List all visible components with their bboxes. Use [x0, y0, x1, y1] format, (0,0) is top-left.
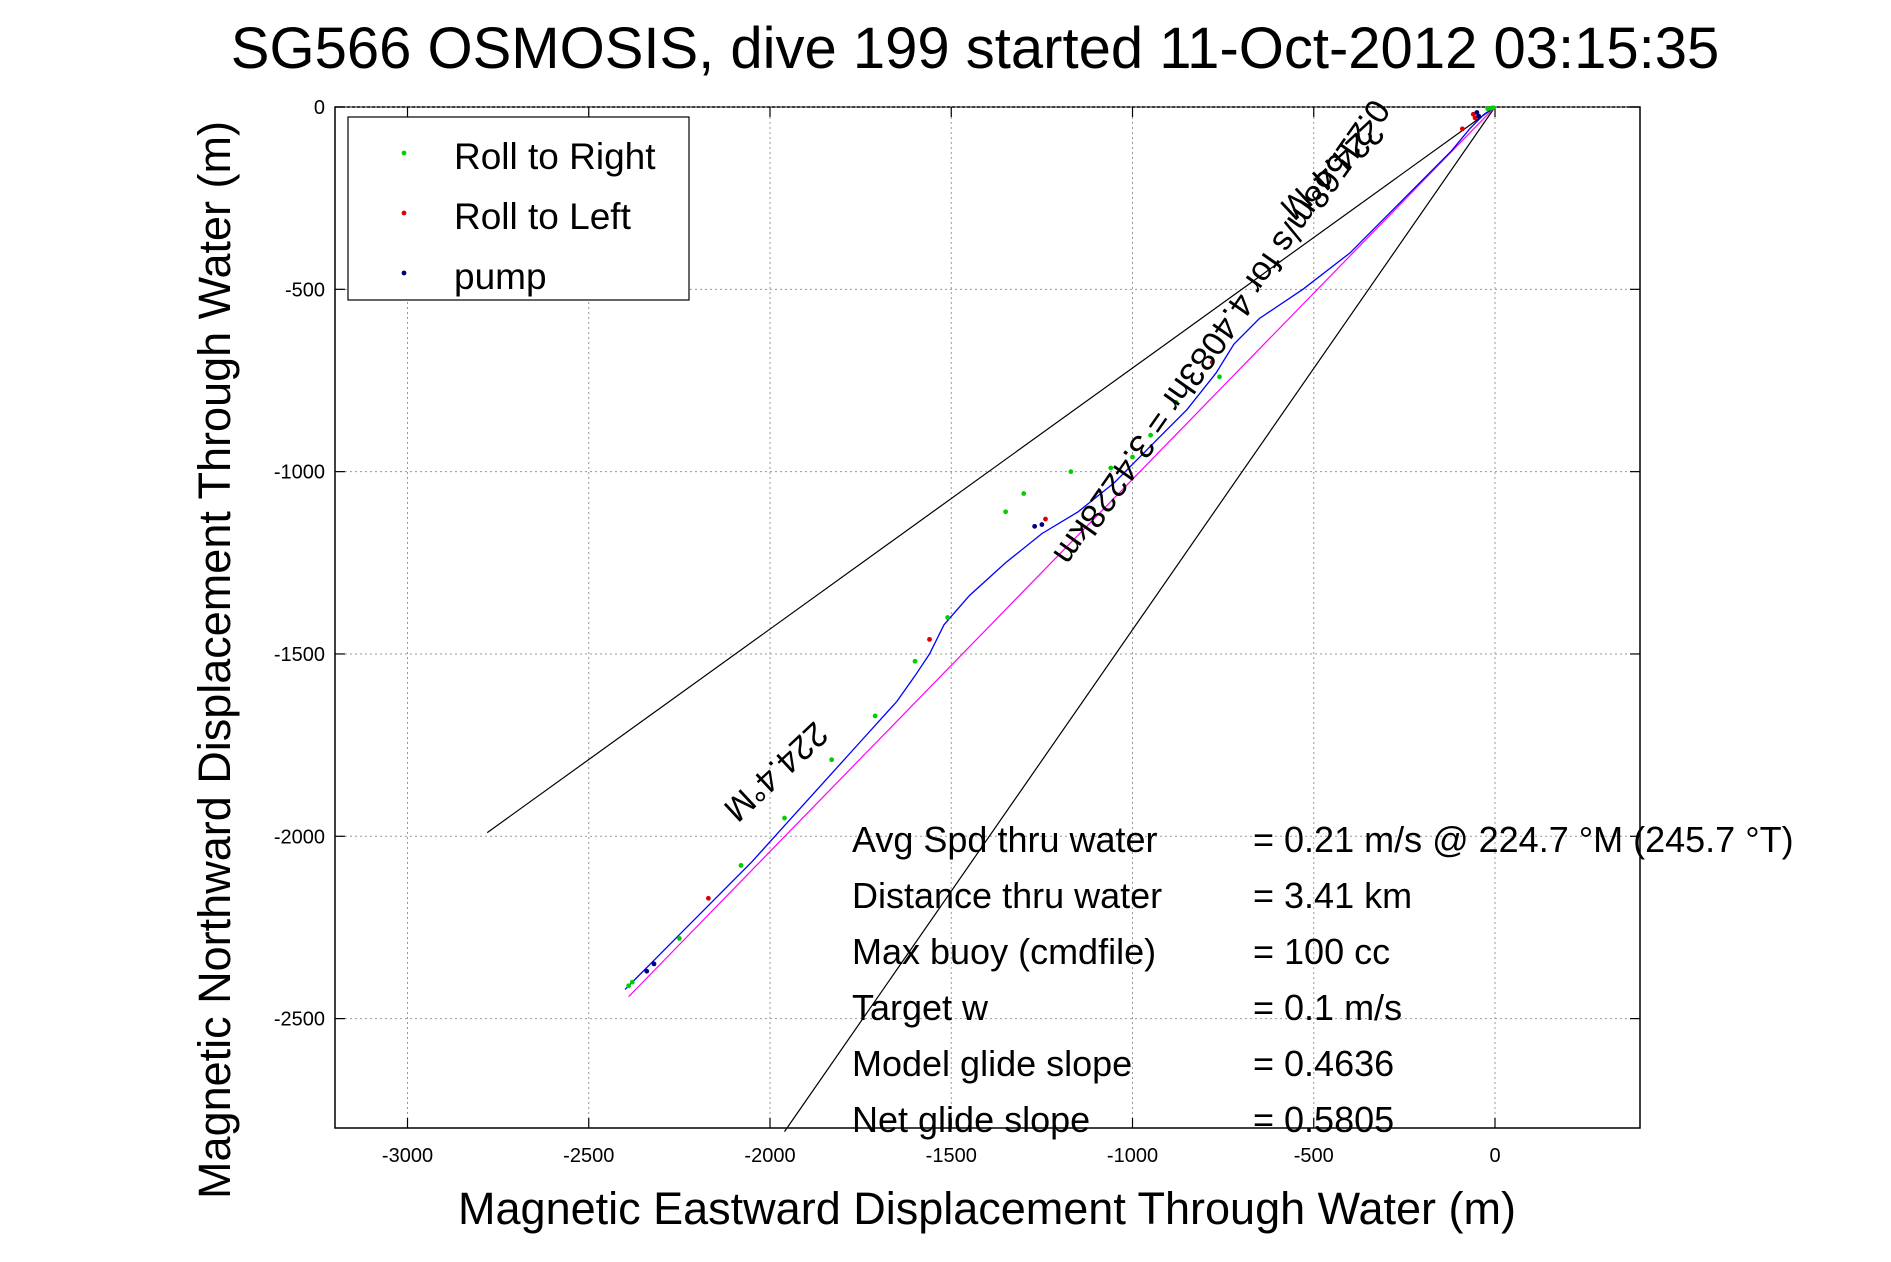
roll-right-marker	[738, 863, 744, 868]
roll-left-marker	[1209, 359, 1215, 365]
roll-left-marker	[705, 895, 711, 901]
roll-right-marker	[1217, 374, 1222, 380]
stat-value: = 0.1 m/s	[1253, 987, 1402, 1028]
roll-right-marker	[782, 815, 787, 821]
roll-right-marker	[945, 615, 951, 620]
stat-value: = 100 cc	[1253, 931, 1390, 972]
roll-right-marker	[872, 713, 878, 719]
roll-right-marker	[1108, 465, 1114, 471]
y-tick-label: -1000	[274, 462, 325, 484]
x-tick-label: -1000	[1107, 1145, 1158, 1167]
axes-frame	[334, 106, 1641, 1129]
legend-marker	[401, 150, 407, 156]
roll-right-marker	[1485, 106, 1491, 112]
target-course-line	[628, 106, 1496, 998]
x-tick-label: -3000	[382, 1145, 433, 1167]
y-axis-label: Magnetic Northward Displacement Through …	[189, 121, 240, 1199]
roll-right-marker	[629, 979, 635, 985]
roll-right-marker	[1173, 399, 1179, 405]
x-axis-ticks: -3000 -2500 -2000 -1500 -1000 -500 0	[382, 107, 1501, 1167]
y-axis-ticks: 0 -500 -1000 -1500 -2000 -2500	[274, 97, 1640, 1031]
glider-track	[624, 106, 1496, 990]
y-tick-label: -2500	[274, 1009, 325, 1031]
x-tick-label: 0	[1489, 1145, 1500, 1167]
stat-label: Model glide slope	[852, 1043, 1132, 1084]
stat-value: = 3.41 km	[1253, 875, 1412, 916]
roll-right-marker	[626, 983, 632, 989]
roll-right-marker	[1130, 454, 1135, 460]
stat-value: = 0.21 m/s @ 224.7 °M (245.7 °T)	[1253, 819, 1794, 860]
x-tick-label: -2500	[563, 1145, 614, 1167]
x-tick-label: -1500	[926, 1145, 977, 1167]
target-course	[628, 106, 1496, 998]
chart-title: SG566 OSMOSIS, dive 199 started 11-Oct-2…	[231, 16, 1719, 81]
legend-box	[347, 116, 690, 301]
roll-left-marker	[927, 636, 932, 642]
roll-right-marker	[676, 935, 682, 941]
roll-left-marker	[1470, 111, 1476, 117]
stat-label: Distance thru water	[852, 875, 1162, 916]
stat-value: = 0.5805	[1253, 1099, 1394, 1140]
roll-right-marker	[912, 658, 918, 664]
roll-right-marker	[1490, 105, 1496, 111]
pump-marker	[651, 961, 657, 967]
legend-marker	[401, 270, 407, 276]
legend-label: pump	[454, 256, 547, 297]
legend-label: Roll to Left	[454, 196, 632, 237]
roll-right-marker	[1003, 509, 1009, 515]
y-tick-label: -500	[285, 279, 325, 301]
legend-label: Roll to Right	[454, 136, 656, 177]
y-tick-label: -2000	[274, 826, 325, 848]
roll-left-marker	[1043, 516, 1048, 522]
stat-label: Avg Spd thru water	[852, 819, 1158, 860]
stat-value: = 0.4636	[1253, 1043, 1394, 1084]
legend: Roll to Right Roll to Left pump	[347, 116, 690, 301]
roll-right-marker	[1068, 469, 1074, 475]
roll-right-marker	[829, 757, 835, 763]
y-tick-label: -1500	[274, 644, 325, 666]
pump-marker	[1474, 110, 1480, 115]
pump-marker	[1039, 522, 1045, 527]
y-tick-label: 0	[314, 97, 325, 119]
roll-right-marker	[1148, 432, 1154, 438]
legend-marker	[401, 210, 407, 216]
x-tick-label: -500	[1294, 1145, 1334, 1167]
dive-statistics: Avg Spd thru water = 0.21 m/s @ 224.7 °M …	[852, 819, 1794, 1140]
bearing-bound-line	[486, 106, 1496, 834]
bearing-bounds	[486, 106, 1496, 1132]
stat-label: Target w	[852, 987, 989, 1028]
bearing-bound-line	[784, 106, 1496, 1132]
roll-right-marker	[1021, 491, 1027, 496]
x-tick-label: -2000	[744, 1145, 795, 1167]
stat-label: Net glide slope	[852, 1099, 1090, 1140]
stat-label: Max buoy (cmdfile)	[852, 931, 1156, 972]
track-line	[624, 106, 1496, 990]
x-axis-label: Magnetic Eastward Displacement Through W…	[458, 1183, 1516, 1234]
track-markers	[626, 105, 1496, 989]
pump-marker	[1476, 113, 1482, 119]
pump-marker	[644, 968, 650, 974]
roll-left-marker	[1472, 115, 1478, 121]
roll-left-marker	[1459, 126, 1465, 132]
pump-marker	[1032, 523, 1038, 529]
